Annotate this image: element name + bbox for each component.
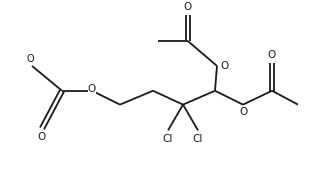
Text: Cl: Cl — [193, 134, 203, 144]
Text: O: O — [268, 50, 276, 60]
Text: O: O — [88, 84, 96, 94]
Text: O: O — [184, 2, 192, 12]
Text: Cl: Cl — [163, 134, 173, 144]
Text: O: O — [239, 107, 247, 117]
Text: O: O — [27, 54, 34, 64]
Text: O: O — [38, 132, 46, 142]
Text: O: O — [220, 61, 228, 71]
